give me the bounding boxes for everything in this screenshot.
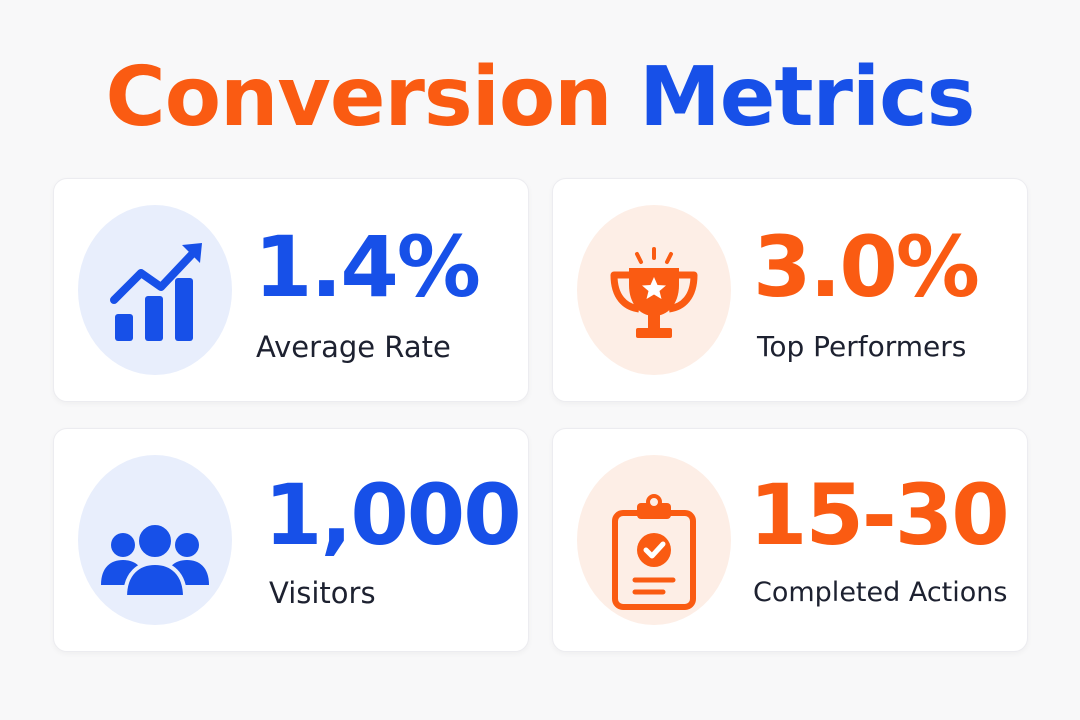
trophy-star-icon xyxy=(610,247,698,338)
title-word-metrics: Metrics xyxy=(639,50,975,145)
metric-card-completed-actions: 15-30 Completed Actions xyxy=(552,428,1028,652)
metric-card-top-performers: 3.0% Top Performers xyxy=(552,178,1028,402)
page-title: Conversion Metrics xyxy=(0,50,1080,146)
metric-value: 15-30 xyxy=(749,466,1010,564)
metric-value: 3.0% xyxy=(753,218,980,316)
icon-badge xyxy=(577,205,731,375)
icon-badge xyxy=(78,205,232,375)
icon-badge xyxy=(78,455,232,625)
metric-card-average-rate: 1.4% Average Rate xyxy=(53,178,529,402)
icon-badge xyxy=(577,455,731,625)
people-group-icon xyxy=(101,521,209,599)
metric-value: 1,000 xyxy=(264,466,522,564)
bar-chart-growth-icon xyxy=(110,243,202,341)
clipboard-check-icon xyxy=(612,494,696,610)
metric-label: Visitors xyxy=(269,576,376,610)
metric-value: 1.4% xyxy=(254,218,481,316)
title-word-conversion: Conversion xyxy=(105,50,613,145)
metric-card-visitors: 1,000 Visitors xyxy=(53,428,529,652)
metric-label: Completed Actions xyxy=(753,577,1008,608)
metric-label: Top Performers xyxy=(757,330,967,363)
metric-label: Average Rate xyxy=(256,330,451,364)
